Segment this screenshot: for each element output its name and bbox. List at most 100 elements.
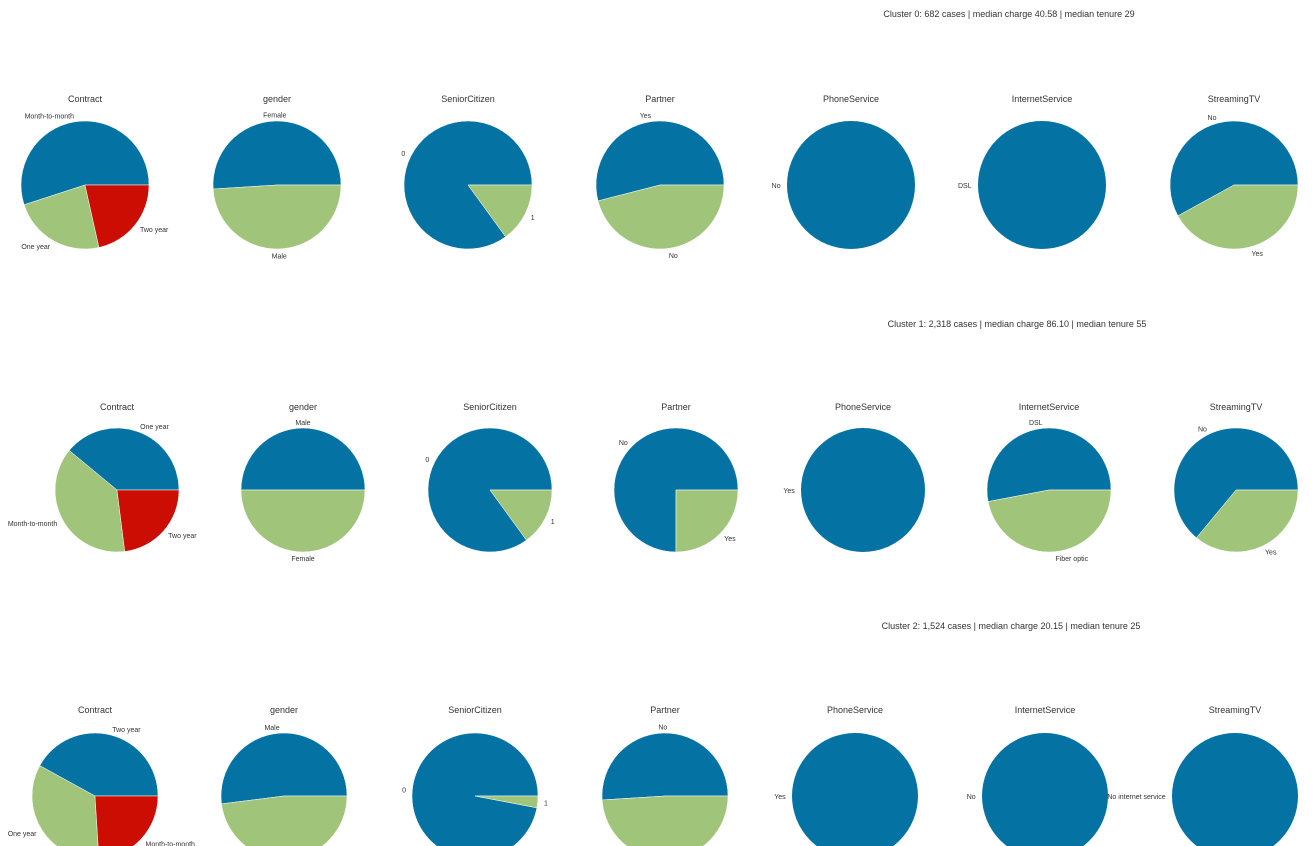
slice-label: No <box>669 253 678 260</box>
pie-partner: Partner Yes No <box>595 94 725 260</box>
pie-contract: Contract One year Month-to-month Two year <box>8 402 197 553</box>
slice-label: DSL <box>958 183 972 190</box>
slice-label: Male <box>272 253 287 260</box>
pie-title: Partner <box>650 705 680 715</box>
pie-slice <box>801 428 925 552</box>
slice-label: Two year <box>168 533 197 540</box>
pie-slice <box>23 184 100 250</box>
slice-label: 0 <box>402 787 406 794</box>
pie-slice <box>1173 427 1299 539</box>
pie-gender: gender Male Female <box>240 402 366 563</box>
pie-slice <box>31 765 99 846</box>
slice-label: No <box>619 440 628 447</box>
pie-slice <box>212 120 342 190</box>
pie-slice <box>1196 489 1299 553</box>
slice-label: Yes <box>783 488 795 495</box>
pie-title: Contract <box>100 402 135 412</box>
slice-label: One year <box>140 424 169 431</box>
slice-label: Month-to-month <box>25 113 75 120</box>
pie-slice <box>787 121 915 249</box>
pie-title: InternetService <box>1015 705 1076 715</box>
pie-slice <box>987 489 1112 553</box>
pie-phoneservice: PhoneService Yes <box>783 402 925 552</box>
slice-label: Male <box>264 725 279 732</box>
slice-label: No <box>772 183 781 190</box>
cluster-title: Cluster 1: 2,318 cases | median charge 8… <box>888 319 1147 329</box>
slice-label: 1 <box>551 519 555 526</box>
pie-slice <box>116 489 180 552</box>
pie-slice <box>1169 120 1299 217</box>
pie-internetservice: InternetService DSL Fiber optic <box>986 402 1112 563</box>
pie-slice <box>978 121 1106 249</box>
pie-gender: gender Female Male <box>212 94 342 260</box>
pie-partner: Partner No Yes <box>613 402 739 553</box>
pie-partner: Partner No <box>601 705 729 846</box>
pie-streamingtv: StreamingTV No Yes <box>1169 94 1299 258</box>
pie-title: PhoneService <box>835 402 891 412</box>
pie-streamingtv: StreamingTV No Yes <box>1173 402 1299 557</box>
slice-label: Two year <box>140 227 169 234</box>
pie-slice <box>94 795 159 846</box>
pie-streamingtv: StreamingTV No internet service <box>1107 705 1298 846</box>
pie-contract: Contract Month-to-month One year Two year <box>20 94 169 251</box>
slice-label: No <box>967 794 976 801</box>
cluster-title: Cluster 2: 1,524 cases | median charge 2… <box>882 621 1141 631</box>
pie-title: Partner <box>645 94 675 104</box>
pie-title: PhoneService <box>827 705 883 715</box>
pie-slice <box>20 120 150 206</box>
pie-title: InternetService <box>1012 94 1073 104</box>
pie-title: Partner <box>661 402 691 412</box>
slice-label: No <box>1198 426 1207 433</box>
pie-gender: gender Male <box>220 705 348 846</box>
pie-slice <box>54 450 126 553</box>
pie-slice <box>84 184 150 248</box>
pie-title: StreamingTV <box>1210 402 1263 412</box>
slice-label: 0 <box>425 457 429 464</box>
pie-title: SeniorCitizen <box>441 94 495 104</box>
pie-slice <box>240 427 366 491</box>
pie-slice <box>1172 733 1298 846</box>
slice-label: Yes <box>774 794 786 801</box>
slice-label: Male <box>295 420 310 427</box>
pie-slice <box>474 795 539 809</box>
pie-slice <box>411 732 539 846</box>
slice-label: Female <box>291 556 314 563</box>
pie-slice <box>597 184 725 250</box>
slice-label: No <box>658 725 667 732</box>
pie-internetservice: InternetService DSL <box>958 94 1106 249</box>
pie-slice <box>212 184 342 250</box>
pie-slice <box>220 732 348 805</box>
slice-label: 1 <box>531 215 535 222</box>
pie-slice <box>1177 184 1299 250</box>
slice-label: Yes <box>1265 550 1277 557</box>
slice-label: No internet service <box>1107 794 1165 801</box>
pie-slice <box>986 427 1112 502</box>
pie-slice <box>39 732 159 797</box>
pie-title: Contract <box>78 705 113 715</box>
pie-slice <box>240 489 366 553</box>
pie-slice <box>221 795 348 846</box>
slice-label: 0 <box>401 151 405 158</box>
pie-slice <box>982 733 1108 846</box>
slice-label: Month-to-month <box>8 521 58 528</box>
slice-label: 1 <box>544 801 548 808</box>
pie-title: SeniorCitizen <box>448 705 502 715</box>
slice-label: Yes <box>724 536 736 543</box>
pie-slice <box>467 184 533 238</box>
pie-slice <box>403 120 533 250</box>
pie-seniorcitizen: SeniorCitizen 0 1 <box>401 94 535 250</box>
slice-label: Yes <box>640 113 652 120</box>
pie-phoneservice: PhoneService No <box>772 94 915 249</box>
slice-label: Fiber optic <box>1055 556 1088 563</box>
pie-slice <box>68 427 180 491</box>
slice-label: Two year <box>112 727 141 734</box>
cluster-title: Cluster 0: 682 cases | median charge 40.… <box>883 9 1134 19</box>
pie-phoneservice: PhoneService Yes <box>774 705 918 846</box>
pie-title: InternetService <box>1019 402 1080 412</box>
pie-slice <box>792 733 918 846</box>
pie-title: gender <box>263 94 291 104</box>
slice-label: Female <box>263 113 286 120</box>
pie-contract: Contract Two year One year Month-to-month <box>8 705 195 846</box>
pie-title: Contract <box>68 94 103 104</box>
